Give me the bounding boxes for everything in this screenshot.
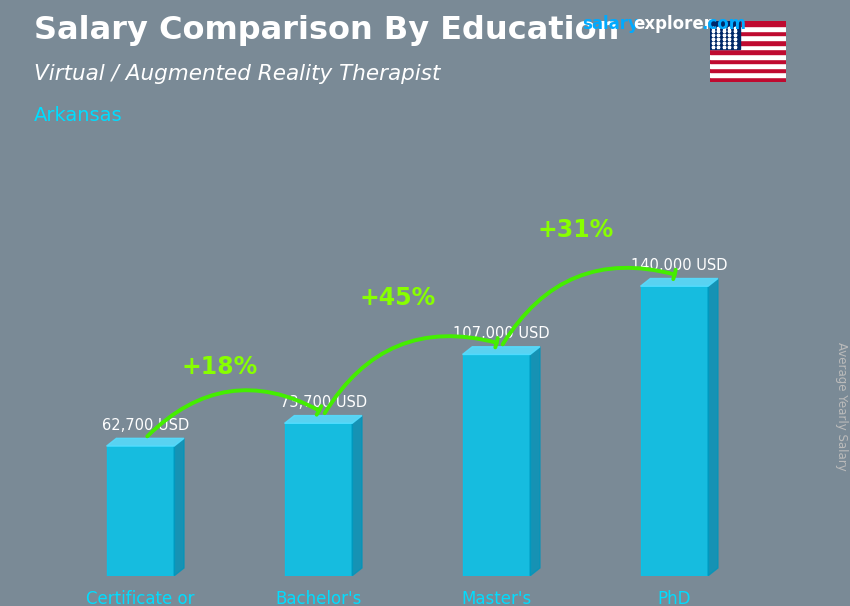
Bar [710, 44, 786, 49]
Bar [106, 446, 174, 576]
Text: 73,700 USD: 73,700 USD [280, 395, 367, 410]
Text: .com: .com [701, 15, 746, 33]
Bar [710, 77, 786, 82]
Bar [462, 355, 530, 576]
Bar [710, 21, 740, 49]
Text: Arkansas: Arkansas [34, 106, 122, 125]
Bar [710, 63, 786, 68]
Text: Virtual / Augmented Reality Therapist: Virtual / Augmented Reality Therapist [34, 64, 440, 84]
Text: Salary Comparison By Education: Salary Comparison By Education [34, 15, 620, 46]
Polygon shape [462, 347, 540, 355]
Bar [710, 73, 786, 77]
Bar [285, 424, 352, 576]
Bar [710, 40, 786, 44]
Bar [710, 21, 786, 26]
Polygon shape [530, 347, 540, 576]
Bar [710, 26, 786, 30]
Text: +45%: +45% [360, 286, 436, 310]
Text: +31%: +31% [538, 218, 614, 242]
Text: salary: salary [582, 15, 639, 33]
Bar [710, 30, 786, 35]
Bar [641, 286, 708, 576]
Polygon shape [174, 438, 184, 576]
Polygon shape [285, 416, 362, 424]
Polygon shape [641, 279, 718, 286]
Text: Average Yearly Salary: Average Yearly Salary [836, 342, 848, 470]
Text: explorer: explorer [633, 15, 712, 33]
Bar [710, 59, 786, 63]
Polygon shape [352, 416, 362, 576]
Text: 107,000 USD: 107,000 USD [453, 327, 550, 341]
Text: 140,000 USD: 140,000 USD [631, 258, 728, 273]
Bar [710, 54, 786, 59]
Bar [710, 49, 786, 54]
Text: +18%: +18% [182, 355, 258, 379]
Text: 62,700 USD: 62,700 USD [102, 418, 189, 433]
Polygon shape [708, 279, 718, 576]
Bar [710, 68, 786, 73]
Polygon shape [106, 438, 184, 446]
Bar [710, 35, 786, 40]
